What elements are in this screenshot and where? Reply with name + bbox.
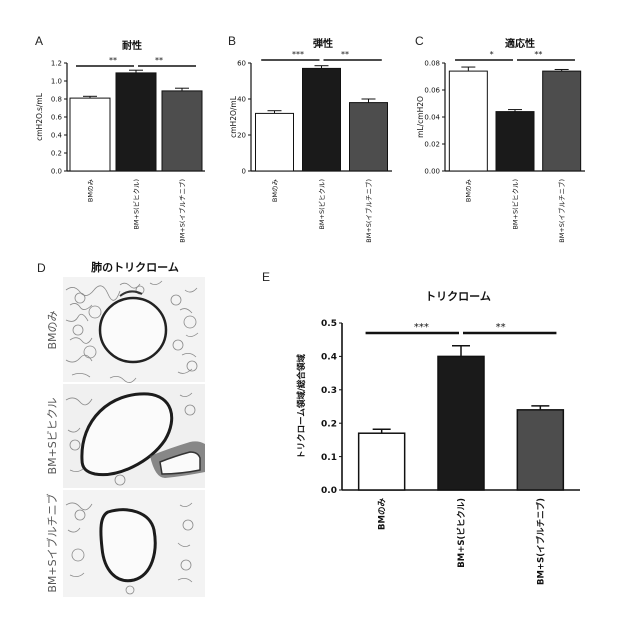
histology-image-3 (63, 490, 205, 597)
chart-c: 0.00 0.02 0.04 0.06 0.08 mL/cmH2O BMのみ BM+S(ビヒク… (416, 50, 585, 243)
y-tick-label: 0.0 (321, 486, 337, 496)
y-tick-label: 0.2 (321, 419, 337, 429)
bar (543, 71, 581, 171)
panel-letter-a: A (35, 34, 43, 48)
histology-title: 肺のトリクローム (91, 260, 179, 274)
panel-letter-c: C (415, 34, 424, 48)
chart-e: 0.0 0.1 0.2 0.3 0.4 0.5 トリクローム領域/総合領域 BMのみ BM+S(… (296, 319, 580, 585)
y-tick-label: 0.2 (51, 149, 62, 157)
bar (350, 103, 388, 171)
y-tick-label: 0.4 (51, 131, 63, 139)
histology-label-1: BMのみ (46, 310, 59, 349)
y-tick-label: 0.08 (424, 59, 440, 67)
significance-label: ** (534, 50, 542, 59)
panel-a: A 耐性 0.0 0.2 0.4 0.6 0.8 1.0 1.2 cmH2O.s/mL BMのみ… (35, 34, 205, 243)
panel-letter-d: D (37, 261, 46, 275)
y-axis-label: cmH2O/mL (229, 95, 238, 138)
y-tick-label: 0.4 (321, 353, 337, 363)
y-tick-label: 0.5 (321, 319, 337, 329)
bar (116, 73, 156, 171)
significance-label: ** (155, 56, 163, 65)
histology-label-2: BM+Sビヒクル (46, 398, 59, 475)
category-label: BMのみ (271, 179, 279, 203)
panel-letter-e: E (262, 270, 270, 284)
panel-letter-b: B (228, 34, 236, 48)
bar (359, 433, 405, 490)
chart-title-e: トリクローム (425, 290, 491, 303)
panel-c: C 適応性 0.00 0.02 0.04 0.06 0.08 mL/cmH2O BMのみ BM… (415, 34, 585, 243)
significance-label: *** (292, 50, 304, 59)
y-axis-label: cmH2O.s/mL (35, 92, 44, 141)
y-axis-label: トリクローム領域/総合領域 (296, 354, 307, 459)
chart-title-c: 適応性 (505, 37, 535, 50)
category-label: BM+S(ビヒクル) (510, 179, 519, 230)
significance-label: ** (496, 322, 506, 333)
category-label: BM+S(ビヒクル) (131, 179, 140, 230)
category-label: BMのみ (465, 179, 473, 203)
chart-a: 0.0 0.2 0.4 0.6 0.8 1.0 1.2 cmH2O.s/mL BMのみ BM+S(… (35, 56, 205, 243)
panel-b: B 弾性 0 20 40 60 cmH2O/mL BMのみ BM+S(ビヒクル) BM+S(イ… (228, 34, 392, 243)
bar (303, 68, 341, 171)
chart-title-a: 耐性 (122, 39, 142, 52)
histology-label-3: BM+Sイブルチニブ (45, 493, 59, 592)
y-tick-label: 0.8 (51, 95, 62, 103)
y-axis-label: mL/cmH2O (416, 96, 425, 138)
y-tick-label: 0.6 (51, 113, 63, 121)
histology-image-2 (63, 384, 205, 488)
significance-label: ** (109, 56, 117, 65)
y-tick-label: 40 (237, 95, 246, 103)
chart-title-b: 弾性 (313, 37, 333, 50)
y-tick-label: 1.2 (51, 59, 62, 67)
y-tick-label: 0.1 (321, 453, 337, 463)
bar (70, 98, 110, 171)
bar (438, 356, 484, 490)
bar (496, 112, 534, 171)
y-tick-label: 1.0 (51, 77, 62, 85)
category-label: BM+S(ビヒクル) (456, 498, 467, 568)
y-tick-label: 0 (242, 167, 246, 175)
histology-image-1 (63, 277, 205, 383)
y-tick-label: 0.0 (51, 167, 62, 175)
category-label: BM+S(ビヒクル) (317, 179, 326, 230)
y-tick-label: 60 (237, 59, 246, 67)
category-label: BM+S(イブルチニブ) (535, 498, 546, 585)
significance-label: *** (414, 322, 429, 333)
y-tick-label: 0.04 (424, 113, 440, 121)
bar (449, 71, 487, 171)
category-label: BM+S(イブルチニブ) (364, 179, 373, 243)
category-label: BM+S(イブルチニブ) (177, 179, 186, 243)
category-label: BMのみ (378, 498, 388, 530)
significance-label: * (490, 50, 494, 59)
chart-b: 0 20 40 60 cmH2O/mL BMのみ BM+S(ビヒクル) BM+S(イブルチニブ… (229, 50, 392, 243)
y-tick-label: 0.00 (424, 167, 440, 175)
category-label: BMのみ (86, 179, 94, 203)
panel-e: E トリクローム 0.0 0.1 0.2 0.3 0.4 0.5 トリクローム領域/総合領域… (262, 270, 580, 585)
y-tick-label: 0.06 (424, 86, 440, 94)
panel-d: D 肺のトリクローム (37, 260, 205, 597)
bar (256, 113, 294, 171)
y-tick-label: 0.02 (424, 140, 440, 148)
category-label: BM+S(イブルチニブ) (557, 179, 566, 243)
y-tick-label: 0.3 (321, 386, 337, 396)
bar (517, 410, 563, 490)
y-tick-label: 20 (237, 131, 246, 139)
significance-label: ** (341, 50, 349, 59)
bar (162, 91, 202, 171)
